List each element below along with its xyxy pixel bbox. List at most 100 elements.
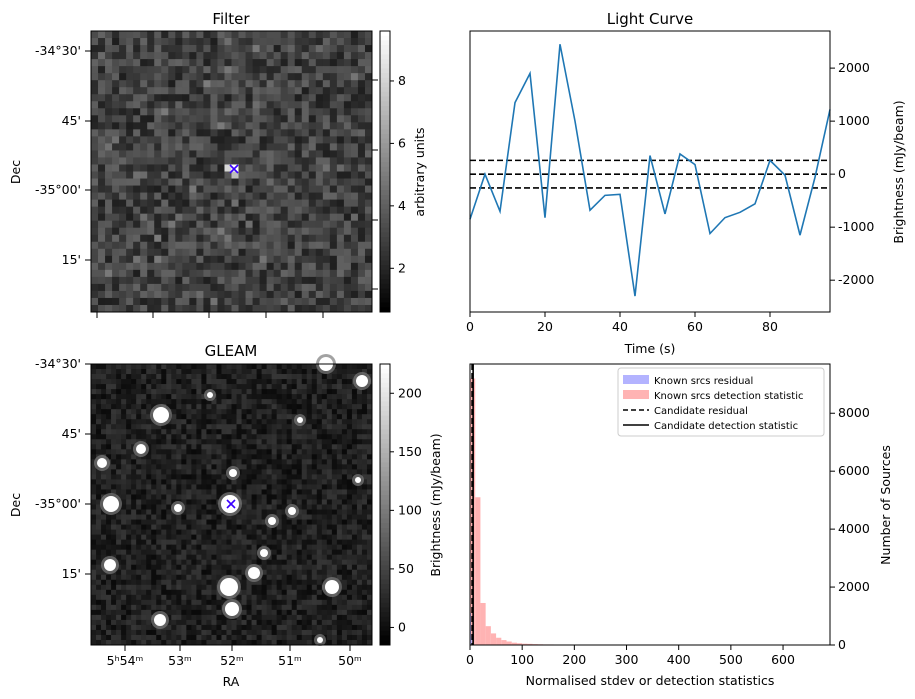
filter-frame xyxy=(90,30,373,313)
gleam-colorbar: 0 50 100 150 200 xyxy=(379,363,422,646)
gleam-dec-ticks: -34°30' 45' -35°00' 15' xyxy=(35,356,91,581)
gleam-source xyxy=(154,614,166,626)
gleam-dec-tick-label: -34°30' xyxy=(35,356,81,371)
colorbar-segment xyxy=(380,509,390,515)
filter-candidate-marker xyxy=(229,164,239,174)
colorbar-segment xyxy=(380,598,390,604)
colorbar-segment xyxy=(380,232,390,238)
filter-image xyxy=(91,31,373,313)
colorbar-segment xyxy=(380,77,390,84)
gleam-ra-tick-label: 5ʰ54ᵐ xyxy=(107,653,144,668)
colorbar-segment xyxy=(380,541,390,548)
colorbar-segment xyxy=(380,584,390,590)
colorbar-segment xyxy=(380,630,390,637)
gleam-source xyxy=(207,392,213,398)
gleam-source xyxy=(260,549,268,557)
histogram-x-tick-label: 500 xyxy=(719,652,743,667)
colorbar-tick-label: 100 xyxy=(398,502,422,517)
filter-title: Filter xyxy=(212,10,250,28)
lightcurve-y-tick-label: 2000 xyxy=(838,60,870,75)
colorbar-segment xyxy=(380,560,390,566)
lightcurve-x-tick-label: 0 xyxy=(466,319,474,334)
lightcurve-x-tick-label: 80 xyxy=(762,319,778,334)
histogram-legend: Known srcs residual Known srcs detection … xyxy=(617,367,825,437)
histogram-x-tick-label: 0 xyxy=(466,652,474,667)
colorbar-segment xyxy=(380,110,390,116)
colorbar-segment xyxy=(380,523,390,529)
filter-dec-ticks: -34°30' 45' -35°00' 15' xyxy=(35,43,91,267)
histogram-candidate-lines xyxy=(471,364,474,645)
colorbar-segment xyxy=(380,481,390,487)
colorbar-segment xyxy=(380,574,390,580)
colorbar-segment xyxy=(380,392,390,398)
colorbar-segment xyxy=(380,302,390,308)
lightcurve-y-ticks: -2000 -1000 0 1000 2000 xyxy=(830,60,874,287)
filter-ylabel: Dec xyxy=(8,160,23,184)
colorbar-segment xyxy=(380,218,390,224)
colorbar-segment xyxy=(380,54,390,60)
histogram-xlabel: Normalised stdev or detection statistics xyxy=(526,673,775,688)
colorbar-segment xyxy=(380,518,390,524)
legend-label: Candidate detection statistic xyxy=(654,421,798,432)
colorbar-segment xyxy=(380,434,390,440)
colorbar-segment xyxy=(380,82,390,88)
colorbar-segment xyxy=(380,40,390,46)
colorbar-segment xyxy=(380,527,390,534)
gleam-source xyxy=(268,517,276,525)
gleam-source xyxy=(248,567,260,579)
colorbar-segment xyxy=(380,551,390,557)
colorbar-segment xyxy=(380,382,390,388)
gleam-dec-tick-label: 45' xyxy=(62,426,81,441)
colorbar-segment xyxy=(380,283,390,290)
colorbar-segment xyxy=(380,35,390,41)
histogram-detection-bar xyxy=(522,643,528,645)
colorbar-segment xyxy=(380,457,390,463)
histogram-frame xyxy=(469,363,831,646)
lightcurve-ylabel: Brightness (mJy/beam) xyxy=(891,100,906,243)
colorbar-segment xyxy=(380,171,390,177)
gleam-source xyxy=(288,507,296,515)
legend-label: Known srcs detection statistic xyxy=(654,391,803,402)
gleam-source xyxy=(356,375,368,387)
colorbar-segment xyxy=(380,490,390,496)
filter-bright-pixel xyxy=(224,164,232,172)
colorbar-segment xyxy=(380,166,390,172)
colorbar-segment xyxy=(380,73,390,79)
gleam-ra-tick-label: 50ᵐ xyxy=(338,653,362,668)
filter-colorbar-label: arbitrary units xyxy=(412,127,427,216)
colorbar-tick-label: 6 xyxy=(398,135,406,150)
lightcurve-line xyxy=(469,44,831,297)
colorbar-segment xyxy=(380,621,390,627)
gleam-source xyxy=(104,559,116,571)
colorbar-segment xyxy=(380,467,390,473)
colorbar-segment xyxy=(380,607,390,613)
histogram-detection-bar xyxy=(501,640,507,645)
colorbar-segment xyxy=(380,162,390,168)
colorbar-tick-label: 200 xyxy=(398,385,422,400)
histogram-y-ticks: 0 2000 4000 6000 8000 xyxy=(830,405,870,652)
gleam-source xyxy=(153,407,169,423)
colorbar-segment xyxy=(380,546,390,552)
histogram-detection-bar xyxy=(480,602,486,645)
histogram-detection-bar xyxy=(506,641,512,645)
colorbar-tick-label: 8 xyxy=(398,73,406,88)
colorbar-segment xyxy=(380,101,390,107)
colorbar-tick-label: 4 xyxy=(398,198,406,213)
colorbar-segment xyxy=(380,129,390,135)
histogram-detection-bar xyxy=(475,497,481,645)
colorbar-segment xyxy=(380,251,390,257)
colorbar-segment xyxy=(380,616,390,623)
colorbar-segment xyxy=(380,570,390,576)
lightcurve-title: Light Curve xyxy=(607,10,693,28)
lightcurve-threshold-lines xyxy=(470,159,830,189)
colorbar-segment xyxy=(380,87,390,93)
histogram-x-tick-label: 400 xyxy=(667,652,691,667)
colorbar-segment xyxy=(380,260,390,266)
colorbar-segment xyxy=(380,401,390,407)
gleam-source xyxy=(225,602,239,616)
lightcurve-x-ticks: 0 20 40 60 80 xyxy=(466,312,778,334)
colorbar-segment xyxy=(380,293,390,299)
colorbar-segment xyxy=(380,190,390,196)
colorbar-segment xyxy=(380,593,390,599)
colorbar-segment xyxy=(380,265,390,271)
